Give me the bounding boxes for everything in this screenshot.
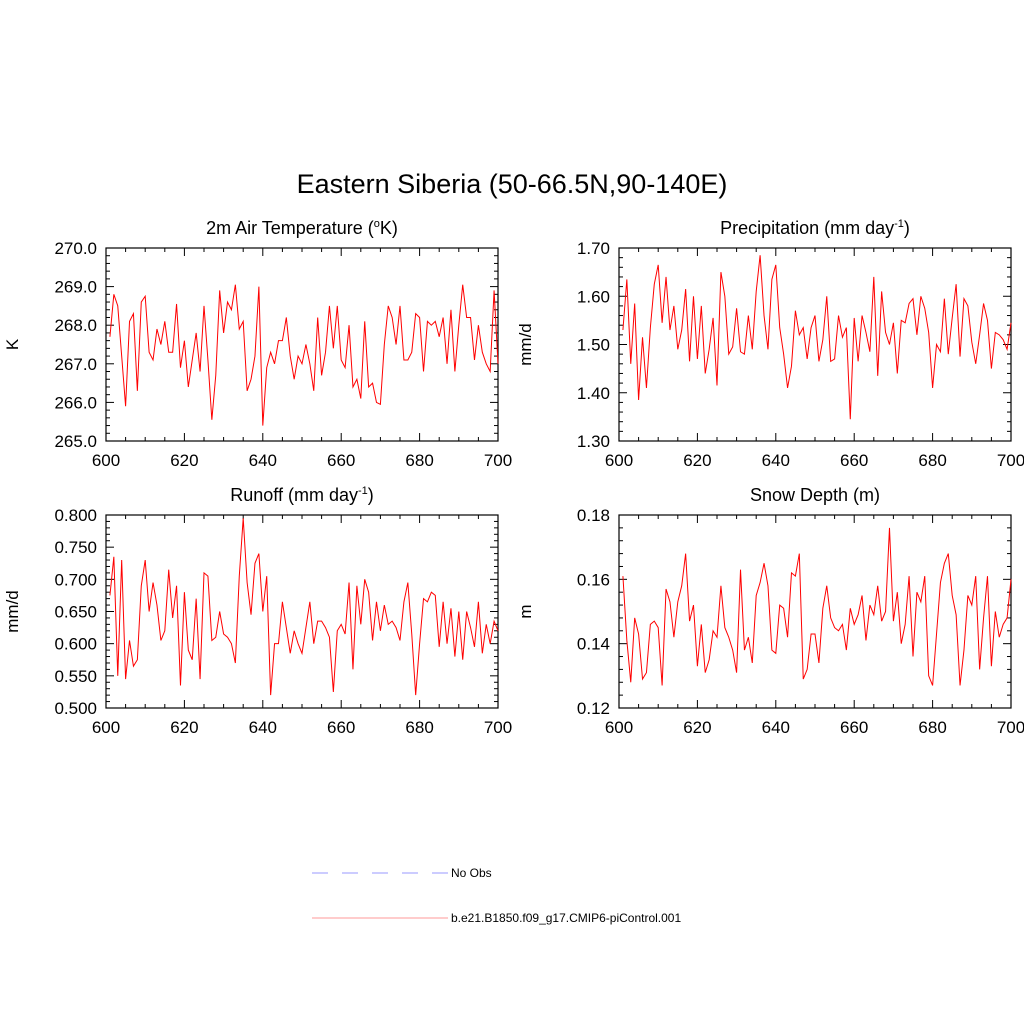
figure-title: Eastern Siberia (50-66.5N,90-140E) <box>297 169 728 199</box>
y-tick-label: 266.0 <box>54 393 97 412</box>
panel-title-tail: ) <box>368 485 374 505</box>
panel-title-superscript: -1 <box>894 218 904 230</box>
x-tick-label: 640 <box>762 718 790 737</box>
x-tick-label: 660 <box>840 451 868 470</box>
legend-item-2: b.e21.B1850.f09_g17.CMIP6-piControl.001 <box>312 911 681 925</box>
plot-frame <box>618 514 1012 709</box>
y-tick-label: 0.14 <box>577 635 610 654</box>
x-tick-label: 680 <box>405 718 433 737</box>
x-tick-label: 620 <box>683 718 711 737</box>
series-line <box>109 284 499 426</box>
x-tick-label: 660 <box>327 451 355 470</box>
x-tick-label: 620 <box>683 451 711 470</box>
x-tick-label: 640 <box>249 718 277 737</box>
panel-title-tail: K) <box>380 218 398 238</box>
chart-panel-1: 2m Air Temperature (oK) 600 620 640 660 680 70… <box>3 218 512 470</box>
panel-title-tail: ) <box>904 218 910 238</box>
chart-panel-3: Runoff (mm day-1) 600 620 640 660 680 700 0.500… <box>3 485 512 737</box>
y-tick-label: 0.16 <box>577 570 610 589</box>
x-tick-label: 660 <box>327 718 355 737</box>
legend-label: No Obs <box>451 866 492 880</box>
legend-label: b.e21.B1850.f09_g17.CMIP6-piControl.001 <box>451 911 681 925</box>
series-line <box>622 527 1012 686</box>
y-axis-label: mm/d <box>3 590 22 633</box>
y-axis-label: mm/d <box>516 323 535 366</box>
legend: No Obs b.e21.B1850.f09_g17.CMIP6-piContro… <box>312 866 681 925</box>
x-tick-label: 600 <box>605 718 633 737</box>
y-axis-label: K <box>3 338 22 350</box>
panel-title-main: Snow Depth (m) <box>750 485 880 505</box>
y-tick-label: 0.550 <box>54 667 97 686</box>
plot-frame <box>105 247 499 442</box>
panel-title-main: Precipitation (mm day <box>720 218 894 238</box>
x-tick-label: 700 <box>484 451 512 470</box>
x-tick-label: 660 <box>840 718 868 737</box>
panels: 2m Air Temperature (oK)600 620 640 660 680 70… <box>3 218 1024 737</box>
x-tick-label: 600 <box>92 451 120 470</box>
y-tick-label: 0.700 <box>54 570 97 589</box>
legend-item-1: No Obs <box>312 866 492 880</box>
panel-title-main: Runoff (mm day <box>230 485 358 505</box>
series-line <box>109 518 499 696</box>
panel-title-main: 2m Air Temperature ( <box>206 218 374 238</box>
plot-frame <box>105 514 499 709</box>
panel-title: Runoff (mm day-1) <box>230 485 374 505</box>
y-tick-label: 0.500 <box>54 699 97 718</box>
y-tick-label: 0.650 <box>54 603 97 622</box>
y-tick-label: 1.70 <box>577 239 610 258</box>
y-tick-label: 0.600 <box>54 635 97 654</box>
y-tick-label: 268.0 <box>54 316 97 335</box>
panel-title-superscript: o <box>374 218 380 230</box>
y-tick-label: 0.18 <box>577 506 610 525</box>
y-axis-label: m <box>516 604 535 618</box>
x-tick-label: 680 <box>918 718 946 737</box>
y-tick-label: 265.0 <box>54 432 97 451</box>
x-tick-label: 640 <box>762 451 790 470</box>
y-tick-label: 1.60 <box>577 287 610 306</box>
x-tick-label: 680 <box>918 451 946 470</box>
x-tick-label: 700 <box>484 718 512 737</box>
y-tick-label: 0.800 <box>54 506 97 525</box>
panel-title: Snow Depth (m) <box>750 485 880 505</box>
series-line <box>622 255 1012 420</box>
x-tick-label: 700 <box>997 718 1024 737</box>
y-tick-label: 267.0 <box>54 355 97 374</box>
y-tick-label: 269.0 <box>54 278 97 297</box>
x-tick-label: 700 <box>997 451 1024 470</box>
x-tick-label: 620 <box>170 451 198 470</box>
y-tick-label: 1.30 <box>577 432 610 451</box>
x-tick-label: 600 <box>605 451 633 470</box>
y-tick-label: 270.0 <box>54 239 97 258</box>
y-tick-label: 0.750 <box>54 538 97 557</box>
x-tick-label: 640 <box>249 451 277 470</box>
chart-panel-4: Snow Depth (m) 600 620 640 660 680 700 0.12 0.14… <box>516 485 1024 737</box>
x-tick-label: 680 <box>405 451 433 470</box>
chart-panel-2: Precipitation (mm day-1) 600 620 640 660 680 7… <box>516 218 1024 470</box>
panel-title: Precipitation (mm day-1) <box>720 218 910 238</box>
y-tick-label: 1.50 <box>577 336 610 355</box>
y-tick-label: 0.12 <box>577 699 610 718</box>
x-tick-label: 620 <box>170 718 198 737</box>
x-tick-label: 600 <box>92 718 120 737</box>
panel-title-superscript: -1 <box>358 485 368 497</box>
panel-title: 2m Air Temperature (oK) <box>206 218 398 238</box>
y-tick-label: 1.40 <box>577 384 610 403</box>
